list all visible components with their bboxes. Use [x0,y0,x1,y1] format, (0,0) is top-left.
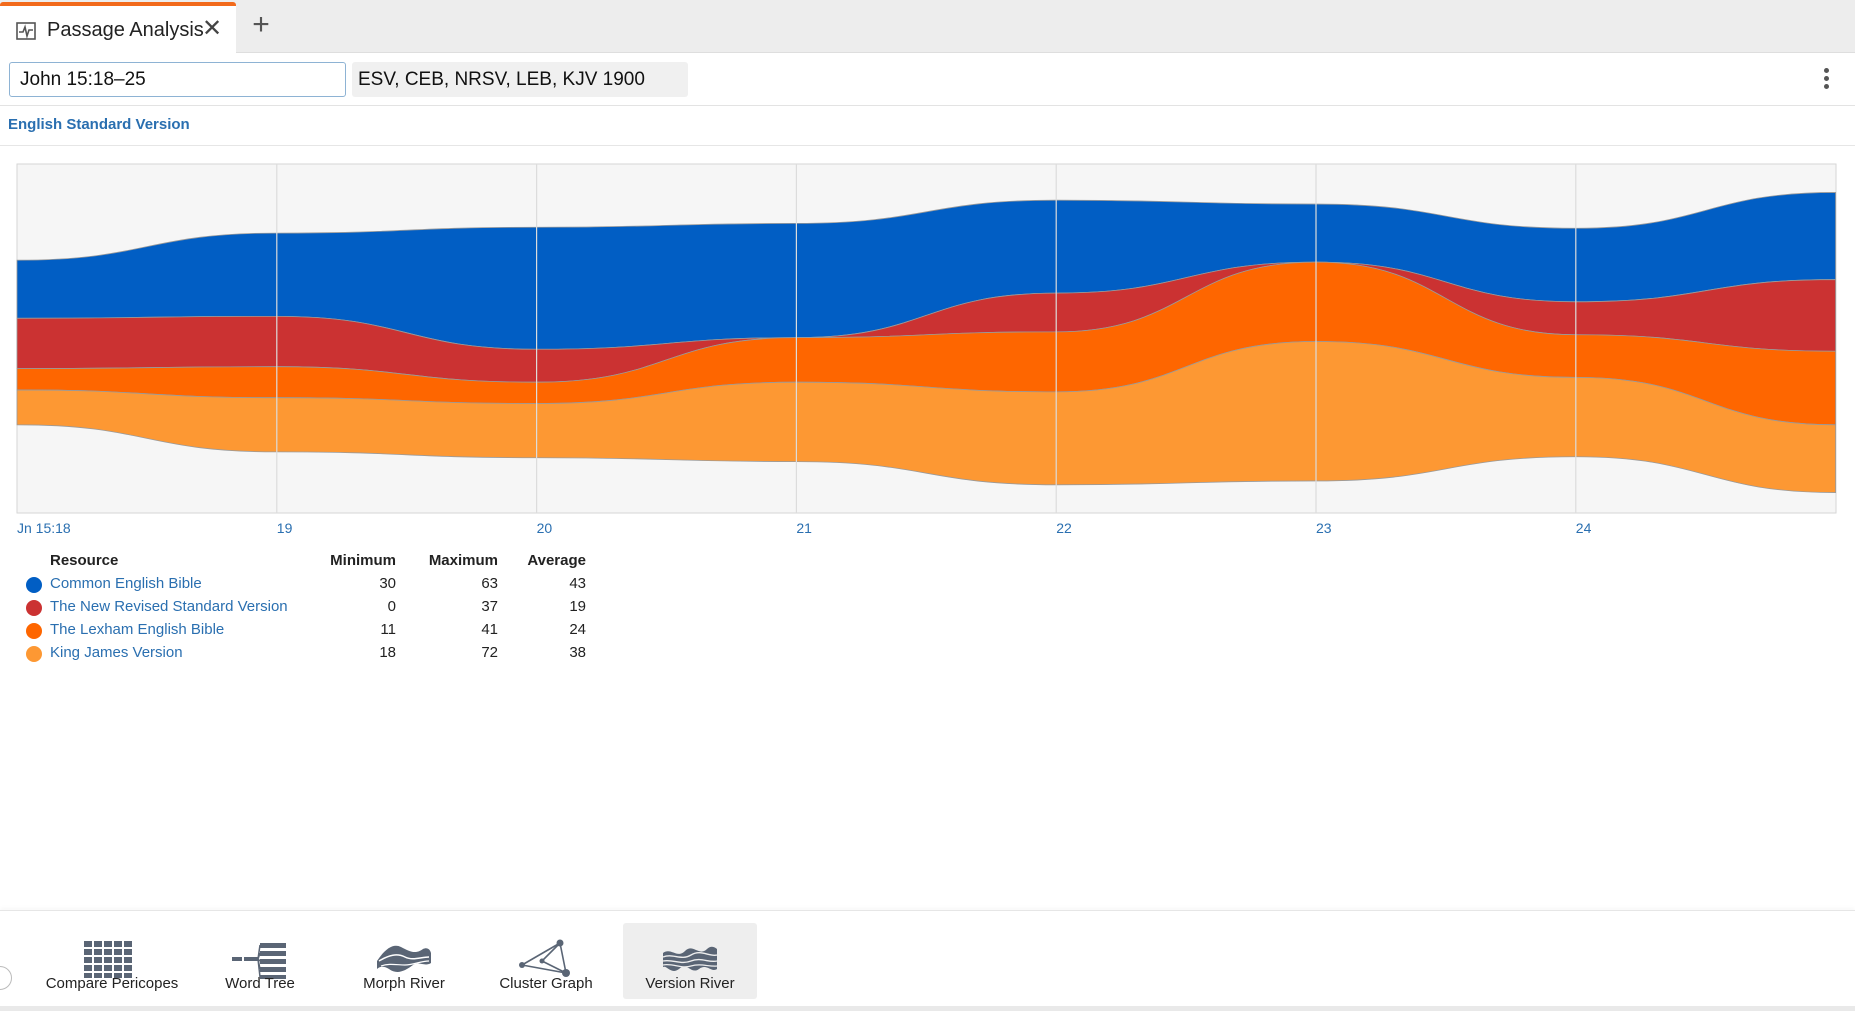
tool-word-tree[interactable]: Word Tree [204,923,316,999]
river-chart-svg: Jn 15:18 19 20 21 22 23 24 [16,163,1837,536]
menu-dot [1823,68,1829,73]
word-tree-icon [232,943,286,979]
add-tab-icon[interactable]: + [252,8,270,41]
header-resource: Resource [50,552,119,569]
table-row: King James Version 18 72 38 [22,641,586,664]
tab-title: Passage Analysis [47,19,204,41]
table-row: The Lexham English Bible 11 41 24 [22,618,586,641]
maximum-value: 63 [481,575,498,592]
base-version-link[interactable]: English Standard Version [8,116,190,133]
resource-link[interactable]: Common English Bible [50,575,202,592]
series-color-swatch [26,623,42,639]
series-color-swatch [26,600,42,616]
x-tick-label[interactable]: 23 [1316,520,1332,536]
passage-toolbar [0,53,1855,106]
minimum-value: 11 [380,621,396,638]
tool-compare-pericopes[interactable]: Compare Pericopes [40,923,184,999]
compare-pericopes-icon [84,941,132,978]
expand-panel-button[interactable] [0,966,12,990]
resource-link[interactable]: King James Version [50,644,183,661]
average-value: 43 [569,575,586,592]
tool-label: Version River [645,975,735,992]
minimum-value: 30 [379,575,396,592]
x-tick-label[interactable]: 21 [796,520,812,536]
passage-analysis-icon [16,22,36,40]
maximum-value: 72 [481,644,498,661]
bottom-scroll-edge [0,1006,1855,1011]
close-icon[interactable]: ✕ [201,15,223,42]
version-river-chart: Jn 15:18 19 20 21 22 23 24 [0,150,1855,540]
maximum-value: 41 [481,621,498,638]
table-row: The New Revised Standard Version 0 37 19 [22,595,586,618]
resource-link[interactable]: The New Revised Standard Version [50,598,288,615]
base-version-bar: English Standard Version [0,106,1855,146]
table-row: Common English Bible 30 63 43 [22,572,586,595]
versions-input[interactable] [352,62,688,97]
average-value: 19 [569,598,586,615]
more-options-icon[interactable] [1816,65,1836,95]
tool-label: Word Tree [225,975,295,992]
statistics-table: Resource Minimum Maximum Average Common … [22,549,586,664]
tool-morph-river[interactable]: Morph River [348,923,460,999]
tool-cluster-graph[interactable]: Cluster Graph [490,923,602,999]
series-color-swatch [26,577,42,593]
x-tick-label[interactable]: 20 [537,520,553,536]
average-value: 24 [569,621,586,638]
tab-passage-analysis[interactable]: Passage Analysis ✕ [0,2,236,53]
cluster-graph-icon [519,939,570,977]
analysis-tools-bar: Compare Pericopes Word Tree Morph River [0,910,1855,1011]
x-tick-label[interactable]: 24 [1576,520,1592,536]
menu-dot [1823,76,1829,81]
maximum-value: 37 [481,598,498,615]
header-maximum: Maximum [428,552,498,569]
average-value: 38 [569,644,586,661]
minimum-value: 0 [387,598,396,615]
x-tick-label[interactable]: 19 [277,520,293,536]
tool-label: Compare Pericopes [45,975,179,992]
statistics-header-row: Resource Minimum Maximum Average [22,549,586,572]
x-tick-label[interactable]: 22 [1056,520,1072,536]
morph-river-icon [377,945,431,972]
reference-input[interactable] [9,62,346,97]
header-minimum: Minimum [330,552,396,569]
tool-label: Morph River [363,975,445,992]
x-tick-label[interactable]: Jn 15:18 [17,520,71,536]
minimum-value: 18 [379,644,396,661]
tool-version-river[interactable]: Version River [623,923,757,999]
version-river-icon [662,946,718,971]
header-average: Average [527,552,586,569]
tool-label: Cluster Graph [499,975,593,992]
tab-bar: Passage Analysis ✕ + [0,0,1855,53]
menu-dot [1823,84,1829,89]
resource-link[interactable]: The Lexham English Bible [50,621,225,638]
river-band[interactable] [16,341,1836,493]
series-color-swatch [26,646,42,662]
